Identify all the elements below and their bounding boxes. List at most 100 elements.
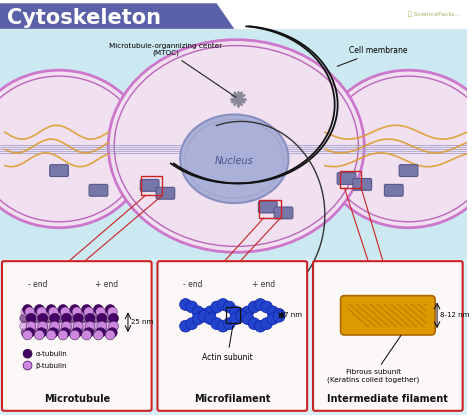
- Circle shape: [255, 298, 266, 311]
- Circle shape: [236, 308, 247, 320]
- Circle shape: [217, 320, 229, 332]
- Circle shape: [205, 306, 217, 318]
- Bar: [0, 259, 466, 415]
- Circle shape: [45, 307, 54, 316]
- Text: Microtubule: Microtubule: [44, 394, 110, 404]
- Circle shape: [70, 330, 80, 340]
- Circle shape: [248, 301, 260, 313]
- Circle shape: [82, 304, 91, 314]
- Circle shape: [23, 349, 32, 358]
- Circle shape: [79, 314, 88, 323]
- Circle shape: [33, 307, 42, 316]
- Ellipse shape: [0, 70, 148, 228]
- Circle shape: [25, 307, 35, 317]
- Circle shape: [60, 328, 70, 337]
- Circle shape: [43, 314, 52, 323]
- FancyBboxPatch shape: [337, 173, 356, 184]
- Circle shape: [93, 304, 103, 314]
- Text: 8-12 nm: 8-12 nm: [440, 312, 469, 319]
- Circle shape: [91, 321, 100, 331]
- Circle shape: [92, 307, 101, 316]
- Circle shape: [50, 314, 60, 323]
- Circle shape: [31, 321, 40, 331]
- Circle shape: [91, 314, 100, 323]
- Circle shape: [192, 306, 204, 318]
- Text: Microtubule-organnizing center
(MTOC): Microtubule-organnizing center (MTOC): [109, 43, 236, 97]
- Circle shape: [109, 314, 118, 323]
- Circle shape: [58, 304, 68, 314]
- Circle shape: [38, 321, 48, 331]
- Bar: [227, 307, 240, 323]
- Circle shape: [46, 330, 56, 340]
- Circle shape: [62, 321, 71, 331]
- Circle shape: [70, 304, 80, 314]
- Circle shape: [19, 314, 29, 323]
- Circle shape: [104, 307, 113, 316]
- Ellipse shape: [114, 46, 358, 246]
- Circle shape: [50, 321, 60, 331]
- Circle shape: [19, 321, 29, 331]
- Circle shape: [80, 328, 89, 337]
- Circle shape: [46, 304, 56, 314]
- Ellipse shape: [180, 115, 288, 203]
- Circle shape: [198, 311, 210, 322]
- Circle shape: [186, 318, 198, 329]
- FancyBboxPatch shape: [140, 179, 159, 191]
- Circle shape: [105, 330, 115, 340]
- Circle shape: [48, 307, 58, 317]
- Circle shape: [92, 328, 101, 337]
- Circle shape: [60, 307, 70, 317]
- Circle shape: [97, 314, 107, 323]
- FancyBboxPatch shape: [156, 187, 175, 199]
- Circle shape: [35, 304, 44, 314]
- Circle shape: [67, 321, 76, 331]
- Circle shape: [25, 328, 35, 337]
- Circle shape: [105, 304, 115, 314]
- Circle shape: [261, 318, 273, 329]
- Circle shape: [104, 328, 113, 337]
- Circle shape: [23, 304, 33, 314]
- Circle shape: [26, 314, 36, 323]
- Circle shape: [242, 313, 254, 325]
- Circle shape: [68, 307, 77, 316]
- Circle shape: [58, 330, 68, 340]
- Circle shape: [229, 306, 241, 318]
- Circle shape: [93, 330, 103, 340]
- Polygon shape: [0, 3, 234, 29]
- Bar: [339, 171, 361, 189]
- FancyBboxPatch shape: [2, 261, 152, 411]
- Circle shape: [85, 314, 95, 323]
- Circle shape: [68, 328, 77, 337]
- Circle shape: [267, 306, 279, 318]
- Circle shape: [96, 307, 106, 317]
- Circle shape: [248, 318, 260, 329]
- Circle shape: [56, 328, 65, 337]
- Text: Intermediate filament: Intermediate filament: [328, 394, 448, 404]
- Circle shape: [80, 307, 89, 316]
- Circle shape: [198, 308, 210, 320]
- Circle shape: [21, 328, 30, 337]
- Ellipse shape: [320, 70, 474, 228]
- Text: + end: + end: [252, 280, 275, 289]
- Ellipse shape: [185, 120, 283, 198]
- Text: β-tubulin: β-tubulin: [36, 362, 67, 369]
- FancyBboxPatch shape: [341, 296, 435, 335]
- FancyBboxPatch shape: [353, 178, 372, 190]
- Circle shape: [236, 311, 247, 322]
- Circle shape: [55, 314, 64, 323]
- Bar: [141, 176, 163, 195]
- Circle shape: [45, 328, 54, 337]
- Text: - end: - end: [183, 280, 202, 289]
- Circle shape: [73, 314, 83, 323]
- Circle shape: [33, 328, 42, 337]
- Ellipse shape: [326, 76, 474, 222]
- Circle shape: [79, 321, 88, 331]
- Circle shape: [261, 301, 273, 313]
- Text: 25 nm: 25 nm: [131, 319, 153, 325]
- Circle shape: [102, 321, 111, 331]
- Circle shape: [84, 307, 94, 317]
- Circle shape: [242, 306, 254, 318]
- Circle shape: [73, 321, 83, 331]
- Circle shape: [84, 328, 94, 337]
- Circle shape: [255, 320, 266, 332]
